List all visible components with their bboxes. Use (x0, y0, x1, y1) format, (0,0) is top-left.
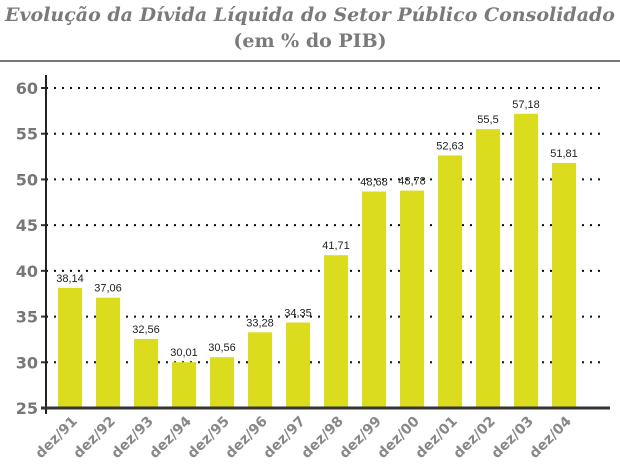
data-label: 37,06 (94, 283, 122, 295)
data-label: 32,56 (132, 324, 160, 336)
data-label: 48,78 (398, 176, 426, 188)
bar-dez-96 (248, 332, 272, 408)
bar-dez-95 (210, 357, 234, 408)
bar-dez-91 (58, 287, 82, 408)
bar-dez-98 (324, 255, 348, 408)
data-label: 33,28 (246, 317, 274, 329)
data-label: 57,18 (512, 99, 540, 111)
y-tick-label: 60 (16, 79, 38, 98)
y-tick-label: 55 (16, 125, 38, 144)
bar-dez-04 (552, 162, 576, 408)
data-label: 34,35 (284, 308, 312, 320)
y-tick-label: 25 (16, 399, 38, 418)
bar-dez-02 (476, 129, 500, 408)
y-tick-label: 45 (16, 216, 38, 235)
data-label: 55,5 (477, 114, 498, 126)
chart-title: Evolução da Dívida Líquida do Setor Públ… (5, 4, 615, 26)
bar-dez-03 (514, 113, 538, 408)
x-tick-label: dez/04 (527, 413, 575, 461)
bar-dez-97 (286, 322, 310, 408)
title-divider (0, 60, 620, 62)
bar-dez-01 (438, 155, 462, 408)
data-label: 52,63 (436, 140, 464, 152)
data-label: 38,14 (56, 273, 84, 285)
bar-dez-99 (362, 191, 386, 408)
data-label: 51,81 (550, 148, 578, 160)
bar-dez-93 (134, 338, 158, 408)
bar-dez-92 (96, 297, 120, 408)
y-tick-label: 50 (16, 170, 38, 189)
y-tick-label: 35 (16, 308, 38, 327)
data-label: 30,01 (170, 347, 198, 359)
bar-dez-00 (400, 190, 424, 408)
bar-dez-94 (172, 362, 196, 408)
data-label: 41,71 (322, 240, 350, 252)
y-tick-label: 30 (16, 353, 38, 372)
chart-subtitle: (em % do PIB) (233, 30, 387, 52)
y-tick-label: 40 (16, 262, 38, 281)
data-label: 30,56 (208, 342, 236, 354)
data-label: 48,68 (360, 176, 388, 188)
